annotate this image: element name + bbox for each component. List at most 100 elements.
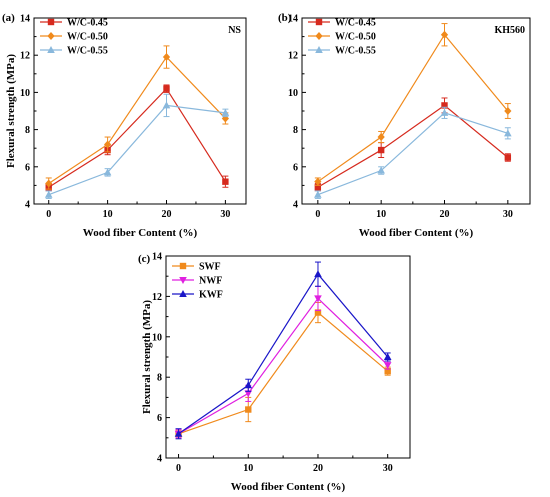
data-point [163, 85, 170, 92]
series-w-c-0-45 [314, 97, 512, 192]
legend-marker [47, 46, 55, 53]
data-point [440, 30, 449, 39]
data-point [162, 53, 171, 62]
data-point [314, 295, 322, 303]
data-point [504, 154, 512, 161]
series-line [48, 87, 226, 188]
x-axis-label: Wood fiber Content (%) [359, 227, 474, 239]
legend-entry: KWF [172, 290, 223, 301]
data-point [45, 179, 53, 188]
y-tick-label: 10 [152, 332, 162, 343]
x-tick-label: 10 [376, 209, 386, 220]
legend-marker [315, 32, 323, 40]
legend-label: W/C-0.55 [335, 46, 376, 57]
data-point [314, 184, 322, 191]
y-tick-label: 6 [25, 162, 30, 173]
legend-entry: W/C-0.45 [40, 18, 108, 29]
data-point [174, 429, 183, 437]
series-w-c-0-50 [45, 45, 229, 190]
data-point [244, 381, 253, 389]
y-tick-label: 12 [288, 51, 298, 62]
y-tick-label: 14 [288, 14, 298, 25]
x-tick-label: 30 [503, 209, 513, 220]
data-point [314, 177, 322, 186]
legend-marker [179, 290, 187, 297]
x-axis-label: Wood fiber Content (%) [231, 481, 346, 493]
data-point [504, 107, 512, 115]
x-tick-label: 30 [220, 209, 230, 220]
y-tick-label: 4 [157, 454, 162, 465]
x-tick-label: 30 [383, 463, 393, 474]
series-line [178, 273, 389, 435]
y-tick-label: 14 [152, 252, 162, 263]
panel-label: (b) [278, 12, 292, 24]
x-tick-label: 20 [440, 209, 450, 220]
y-tick-label: 12 [152, 292, 162, 303]
y-tick-label: 8 [157, 373, 162, 384]
legend-entry: NWF [172, 276, 222, 287]
series-line [317, 104, 509, 188]
legend-label: NWF [199, 276, 222, 287]
y-tick-label: 6 [293, 162, 298, 173]
data-point [383, 353, 392, 360]
legend-marker [179, 277, 187, 284]
x-tick-label: 0 [315, 209, 320, 220]
data-point [377, 166, 385, 174]
legend-entry: W/C-0.45 [308, 18, 376, 29]
y-tick-label: 10 [288, 88, 298, 99]
x-tick-label: 10 [243, 463, 253, 474]
legend-entry: W/C-0.55 [40, 46, 108, 57]
data-point [222, 178, 229, 185]
series-line [178, 311, 389, 435]
data-point [103, 168, 112, 176]
series-kwf [174, 261, 392, 440]
y-tick-label: 14 [20, 14, 30, 25]
data-point [384, 367, 391, 375]
data-point [162, 101, 171, 109]
data-point [383, 362, 392, 370]
legend-marker [315, 46, 323, 53]
series-line [317, 112, 509, 196]
x-axis-label: Wood fiber Content (%) [83, 227, 198, 239]
series-w-c-0-50 [314, 23, 512, 186]
data-point [314, 309, 322, 316]
data-point [104, 140, 112, 149]
data-point [377, 146, 385, 154]
legend-marker [47, 18, 55, 26]
data-point [440, 108, 449, 116]
series-w-c-0-55 [44, 93, 230, 199]
x-tick-label: 0 [176, 463, 181, 474]
series-line [48, 104, 226, 196]
legend-label: SWF [199, 262, 221, 273]
y-tick-label: 4 [25, 200, 30, 211]
data-point [377, 133, 385, 142]
y-tick-label: 8 [293, 125, 298, 136]
panel-label: (c) [138, 253, 151, 265]
chart-panel-2: 4 6 8 10 12 14 0 10 20 30 Wood fiber Content (%) (b… [278, 12, 531, 239]
legend-label: W/C-0.55 [67, 46, 108, 57]
y-axis-label: Flexural strength (MPa) [5, 54, 17, 168]
chart-panel-1: 4 6 8 10 12 14 0 10 20 30 Wood fiber Content (%) Fl… [2, 12, 247, 239]
legend-label: W/C-0.45 [67, 18, 108, 29]
legend-entry: W/C-0.55 [308, 46, 376, 57]
x-tick-label: 0 [46, 209, 51, 220]
legend-entry: SWF [172, 262, 221, 273]
x-tick-label: 10 [103, 209, 113, 220]
y-tick-label: 4 [293, 200, 298, 211]
legend-label: W/C-0.45 [335, 18, 376, 29]
x-tick-label: 20 [162, 209, 172, 220]
x-tick-label: 20 [313, 463, 323, 474]
series-line [317, 33, 509, 183]
data-point [441, 102, 448, 109]
y-tick-label: 8 [25, 125, 30, 136]
legend-label: W/C-0.50 [67, 32, 108, 43]
data-point [504, 129, 512, 137]
chart-panel-3: 4 6 8 10 12 14 0 10 20 30 Wood fiber Content (%) Fl… [138, 252, 411, 493]
legend-entry: W/C-0.50 [308, 32, 376, 43]
data-point [44, 190, 53, 198]
data-point [314, 190, 322, 198]
data-point [314, 270, 322, 278]
series-line [48, 56, 226, 185]
y-tick-label: 12 [20, 51, 30, 62]
